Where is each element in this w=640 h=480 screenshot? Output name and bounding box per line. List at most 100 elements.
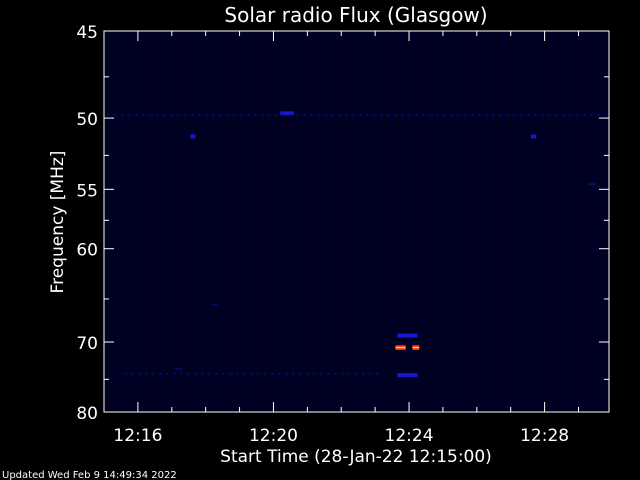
time-stripe [367,31,368,412]
emission-feature [128,113,131,116]
emission-feature [380,113,383,116]
emission-feature [285,372,288,375]
x-tick-label: 12:20 [249,426,298,446]
emission-feature [415,113,418,116]
emission-feature [292,372,295,375]
emission-feature [583,113,586,116]
emission-feature [534,113,537,116]
emission-feature [257,372,260,375]
emission-feature [590,113,593,116]
emission-feature [194,372,197,375]
emission-feature [443,113,446,116]
emission-feature [436,113,439,116]
time-stripe [222,31,223,412]
emission-feature [569,113,572,116]
emission-feature [313,372,316,375]
emission-feature [373,113,376,116]
emission-feature [397,373,418,378]
time-stripe [172,31,173,412]
time-stripe [477,31,478,412]
emission-feature [359,113,362,116]
emission-feature [306,372,309,375]
time-stripe [322,31,323,412]
time-stripe [392,31,393,412]
time-stripe [532,31,533,412]
emission-feature [324,113,327,116]
time-stripe [472,31,473,412]
time-stripe [602,31,603,412]
time-stripe [182,31,183,412]
emission-feature [229,372,232,375]
emission-feature [131,372,134,375]
y-axis-label: Frequency [MHz] [48,151,68,294]
emission-feature [240,113,243,116]
chart-title: Solar radio Flux (Glasgow) [224,3,487,27]
emission-feature [138,372,141,375]
emission-feature [264,372,267,375]
time-stripe [312,31,313,412]
time-stripe [197,31,198,412]
time-stripe [442,31,443,412]
emission-feature [233,113,236,116]
emission-feature [408,113,411,116]
emission-feature [338,113,341,116]
emission-feature [212,303,218,306]
emission-feature [243,372,246,375]
x-axis-label: Start Time (28-Jan-22 12:15:00) [220,447,492,467]
time-stripe [262,31,263,412]
emission-feature [478,113,481,116]
time-stripe [597,31,598,412]
emission-feature [124,372,127,375]
emission-feature [156,113,159,116]
time-stripe [467,31,468,412]
time-stripe [292,31,293,412]
time-stripe [432,31,433,412]
emission-feature [320,372,323,375]
time-stripe [547,31,548,412]
time-stripe [247,31,248,412]
x-tick-label: 12:24 [385,426,434,446]
time-stripe [362,31,363,412]
time-stripe [237,31,238,412]
emission-feature [190,134,196,139]
emission-feature [531,134,537,139]
emission-feature [401,113,404,116]
emission-feature [422,113,425,116]
time-stripe [422,31,423,412]
time-stripe [452,31,453,412]
emission-feature [145,372,148,375]
emission-feature [107,113,110,116]
time-stripe [372,31,373,412]
x-tick-label: 12:16 [113,426,162,446]
emission-feature [280,111,294,116]
time-stripe [567,31,568,412]
time-stripe [332,31,333,412]
time-stripe [407,31,408,412]
time-stripe [522,31,523,412]
emission-feature [205,113,208,116]
emission-feature [345,113,348,116]
emission-feature [278,372,281,375]
emission-feature [215,372,218,375]
time-stripe [342,31,343,412]
time-stripe [112,31,113,412]
emission-feature [604,113,607,116]
emission-feature [268,113,271,116]
time-stripe [152,31,153,412]
emission-feature [163,113,166,116]
time-stripe [317,31,318,412]
emission-feature [191,113,194,116]
emission-feature [429,113,432,116]
emission-feature [299,372,302,375]
emission-feature [201,372,204,375]
axis-ticks-layer [103,30,609,413]
time-stripe [587,31,588,412]
time-stripe [167,31,168,412]
emission-feature [121,113,124,116]
emission-feature-core [395,346,406,349]
emission-feature [397,333,418,338]
emission-feature [135,113,138,116]
emission-feature [513,113,516,116]
emission-feature [369,372,372,375]
